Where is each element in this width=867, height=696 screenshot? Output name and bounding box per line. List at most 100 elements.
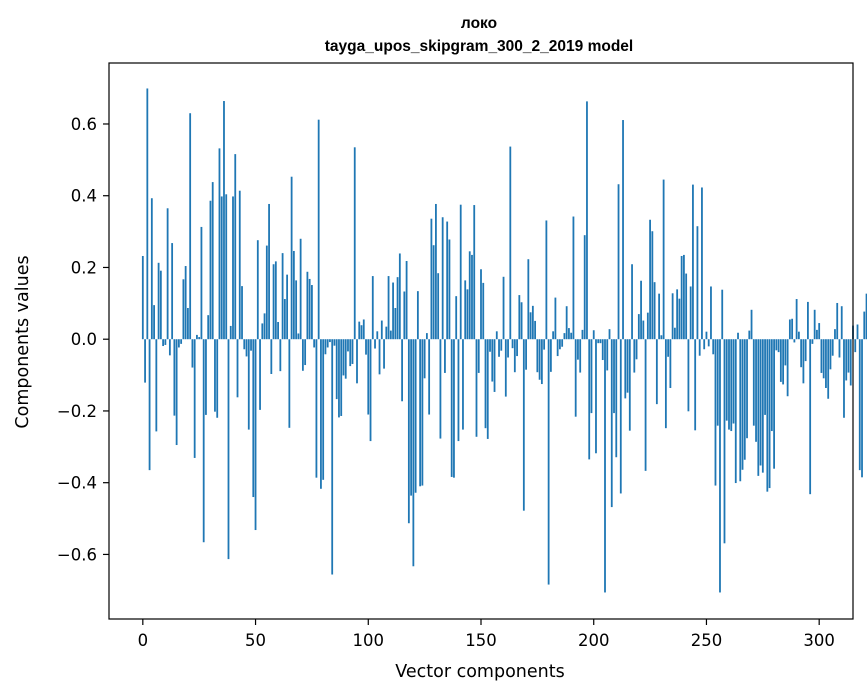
bar-301 [820, 339, 823, 373]
bar-194 [579, 339, 582, 373]
bar-294 [804, 339, 807, 362]
bar-305 [829, 339, 832, 370]
bar-121 [414, 339, 417, 493]
bar-207 [608, 329, 611, 340]
bar-131 [437, 273, 440, 340]
bar-65 [288, 339, 291, 428]
bar-107 [383, 339, 385, 369]
bar-226 [651, 231, 654, 340]
bar-157 [495, 331, 498, 340]
x-tick-label-0: 0 [138, 631, 149, 650]
bar-220 [637, 314, 640, 340]
bar-153 [486, 339, 489, 439]
bar-104 [376, 331, 379, 340]
x-tick-label-50: 50 [245, 631, 266, 650]
bar-169 [522, 339, 525, 511]
bar-48 [250, 339, 252, 351]
bar-199 [590, 339, 593, 414]
bar-252 [710, 286, 712, 340]
bar-287 [788, 319, 791, 340]
bar-309 [838, 339, 841, 358]
bar-33 [216, 339, 219, 418]
bar-269 [748, 330, 751, 340]
y-tick-label-1: −0.4 [57, 474, 97, 493]
bar-180 [547, 339, 550, 585]
x-axis-label: Vector components [395, 662, 564, 682]
bar-16 [177, 339, 180, 348]
bar-236 [673, 327, 676, 340]
bar-216 [628, 339, 631, 431]
bar-37 [225, 194, 228, 340]
bar-204 [601, 339, 604, 361]
bar-196 [583, 235, 586, 340]
bar-166 [516, 339, 518, 357]
bar-0 [141, 255, 144, 340]
bar-184 [556, 339, 559, 357]
bar-221 [640, 280, 642, 340]
bar-296 [809, 339, 812, 495]
bar-235 [671, 293, 674, 340]
bar-243 [689, 286, 692, 340]
bar-147 [473, 205, 476, 340]
bar-13 [171, 243, 174, 340]
bar-77 [315, 339, 318, 478]
bar-219 [635, 339, 638, 360]
bar-265 [739, 339, 742, 482]
bar-129 [432, 245, 435, 340]
bar-191 [572, 216, 575, 340]
bar-76 [313, 339, 316, 348]
bar-148 [475, 339, 478, 437]
bar-293 [802, 339, 805, 384]
bar-49 [252, 339, 255, 498]
bar-35 [220, 196, 223, 340]
bar-69 [297, 333, 300, 340]
bar-185 [559, 339, 561, 350]
bar-292 [800, 339, 803, 368]
bar-5 [153, 305, 155, 340]
bar-139 [455, 296, 458, 340]
x-tick-label-150: 150 [465, 631, 497, 650]
bar-187 [563, 333, 566, 340]
bar-72 [304, 339, 307, 366]
bar-298 [813, 309, 816, 340]
bar-97 [360, 325, 363, 340]
bar-30 [209, 200, 212, 340]
bar-289 [793, 339, 796, 343]
bar-9 [162, 339, 165, 347]
bar-126 [425, 333, 428, 340]
bar-83 [329, 339, 331, 343]
bar-212 [619, 339, 622, 494]
x-axis-ticks: 0 50 100 150 200 250 300 [138, 619, 835, 650]
bar-259 [725, 339, 728, 421]
bar-51 [256, 240, 259, 340]
bar-274 [759, 339, 762, 466]
bar-25 [198, 337, 201, 340]
bar-95 [356, 339, 358, 384]
bar-101 [369, 339, 372, 442]
bar-136 [448, 239, 451, 340]
bar-263 [734, 339, 737, 484]
bar-151 [482, 282, 485, 340]
bar-144 [466, 289, 469, 340]
bar-43 [238, 190, 241, 340]
bar-197 [586, 101, 588, 340]
bar-281 [775, 339, 778, 351]
bar-152 [484, 339, 487, 429]
bar-156 [493, 339, 496, 392]
bar-84 [331, 339, 334, 575]
bar-14 [173, 339, 176, 416]
bar-249 [703, 339, 706, 350]
bar-36 [223, 101, 225, 340]
bar-68 [295, 280, 298, 340]
bar-198 [588, 339, 591, 460]
bar-32 [214, 339, 216, 412]
bar-137 [450, 339, 453, 477]
bar-41 [234, 154, 237, 340]
bar-310 [840, 306, 843, 340]
bar-237 [676, 289, 679, 340]
y-tick-label-0: −0.6 [57, 545, 97, 564]
bar-272 [755, 339, 757, 442]
bar-182 [552, 331, 555, 340]
bar-257 [721, 289, 724, 340]
